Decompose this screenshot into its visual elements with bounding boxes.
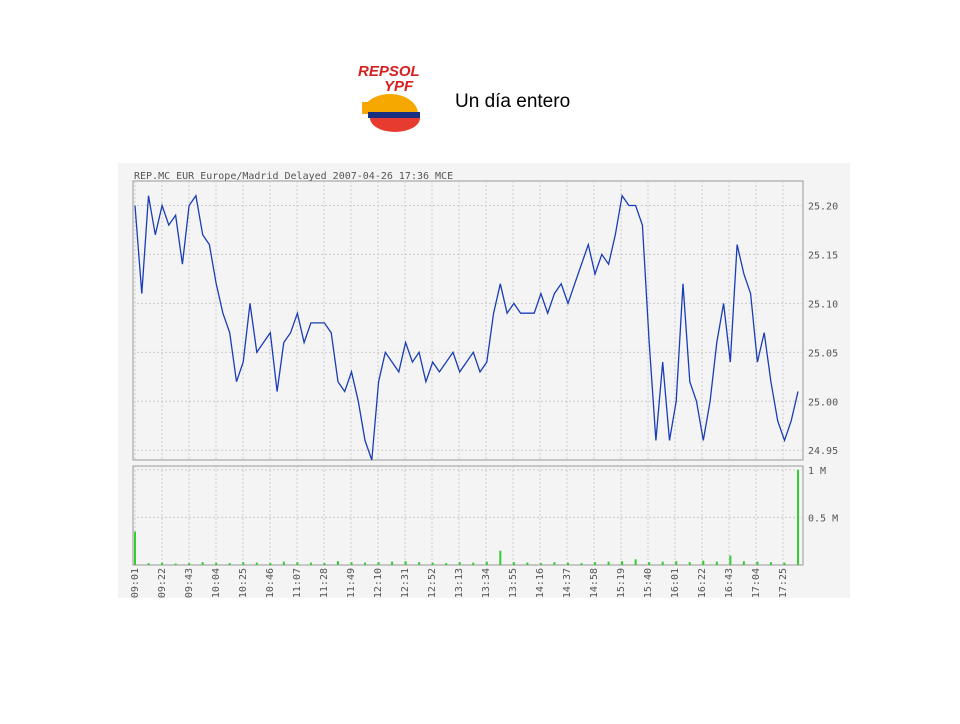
x-tick-label: 15:19 [616,568,627,598]
volume-bar [242,562,245,565]
x-tick-label: 11:07 [292,568,303,598]
x-tick-label: 14:16 [535,568,546,598]
volume-bar [769,562,772,565]
volume-bar [729,555,732,565]
x-tick-label: 10:25 [238,568,249,598]
x-tick-label: 12:10 [373,568,384,598]
volume-bar [607,561,610,565]
volume-bar [458,562,461,565]
y-tick-label: 25.10 [808,299,838,310]
volume-bar [309,562,312,565]
x-tick-label: 09:43 [184,568,195,598]
x-tick-label: 15:40 [643,568,654,598]
y-tick-label: 1 M [808,466,826,477]
volume-bar [485,561,488,565]
price-frame [132,180,804,461]
price-line [134,194,799,461]
x-tick-label: 11:49 [346,568,357,598]
x-tick-label: 16:43 [724,568,735,598]
x-tick-label: 09:01 [130,568,141,598]
volume-bar [350,562,353,565]
volume-bar [201,562,204,565]
volume-bar [282,561,285,565]
volume-bar [553,562,556,565]
y-tick-label: 24.95 [808,446,838,457]
plot: 24.95 25.00 25.05 25.10 25.15 25.20 09:01 09:22… [130,181,838,598]
volume-bar [702,560,705,565]
volume-bar [621,561,624,565]
x-tick-label: 09:22 [157,568,168,598]
x-tick-label: 13:13 [454,568,465,598]
x-tick-label: 10:46 [265,568,276,598]
x-tick-label: 10:04 [211,568,222,598]
logo-line2: YPF [384,78,414,95]
volume-bar [512,562,515,565]
volume-bar [323,563,326,565]
volume-bar [228,563,231,565]
heading: Un día entero [455,91,570,112]
volume-bar [418,562,421,565]
logo-blue [368,112,420,118]
y-tick-label: 25.00 [808,397,838,408]
volume-bar [783,562,786,565]
volume-bar [539,563,542,565]
volume-bar [472,562,475,565]
logo-red [370,118,420,132]
volume-bar [715,561,718,565]
volume-bar [594,562,597,565]
volume-bar [134,531,136,565]
x-tick-label: 14:58 [589,568,600,598]
x-tick-label: 13:55 [508,568,519,598]
volume-bar [377,562,380,565]
y-tick-label: 25.05 [808,348,838,359]
logo-sun-band [362,102,392,112]
logo-line1: REPSOL [358,63,420,80]
y-tick-label: 25.20 [808,201,838,212]
volume-bar [215,562,218,565]
x-tick-label: 12:52 [427,568,438,598]
volume-frame [132,465,804,566]
logo: REPSOL YPF [358,63,420,132]
x-tick-label: 17:25 [778,568,789,598]
volume-bar [147,563,150,565]
x-tick-label: 17:04 [751,568,762,598]
volume-bar [269,563,272,565]
x-tick-label: 11:28 [319,568,330,598]
volume-bar [296,562,299,565]
volume-bar [499,550,502,565]
chart-title: REP.MC EUR Europe/Madrid Delayed 2007-04… [134,171,453,182]
volume-bar [161,562,164,565]
volume-bar [756,561,759,565]
y-tick-label: 0.5 M [808,513,838,524]
volume-bar [174,563,177,565]
x-tick-label: 16:01 [670,568,681,598]
volume-bar [391,561,394,565]
x-tick-label: 16:22 [697,568,708,598]
volume-bar [255,562,258,565]
volume-bar [526,562,529,565]
volume-bar [188,563,191,565]
volume-bar [742,561,745,565]
volume-bar [336,561,339,565]
volume-bar [675,561,678,565]
volume-bar [364,562,367,565]
volume-bar [404,561,407,565]
volume-bar [634,559,637,565]
volume-bar [797,469,799,565]
volume-bar [661,561,664,565]
y-tick-label: 25.15 [808,250,838,261]
volume-bar [445,563,448,565]
x-tick-label: 13:34 [481,568,492,598]
x-tick-label: 12:31 [400,568,411,598]
volume-bar [566,562,569,565]
volume-bar [648,562,651,565]
x-tick-label: 14:37 [562,568,573,598]
volume-bar [431,562,434,565]
volume-bar [580,563,583,565]
volume-bar [688,562,691,565]
